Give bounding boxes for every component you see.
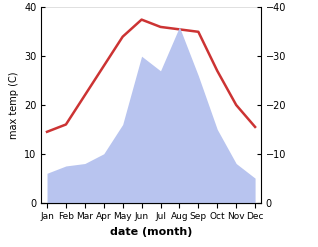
X-axis label: date (month): date (month)	[110, 227, 192, 237]
Y-axis label: max temp (C): max temp (C)	[9, 71, 18, 139]
